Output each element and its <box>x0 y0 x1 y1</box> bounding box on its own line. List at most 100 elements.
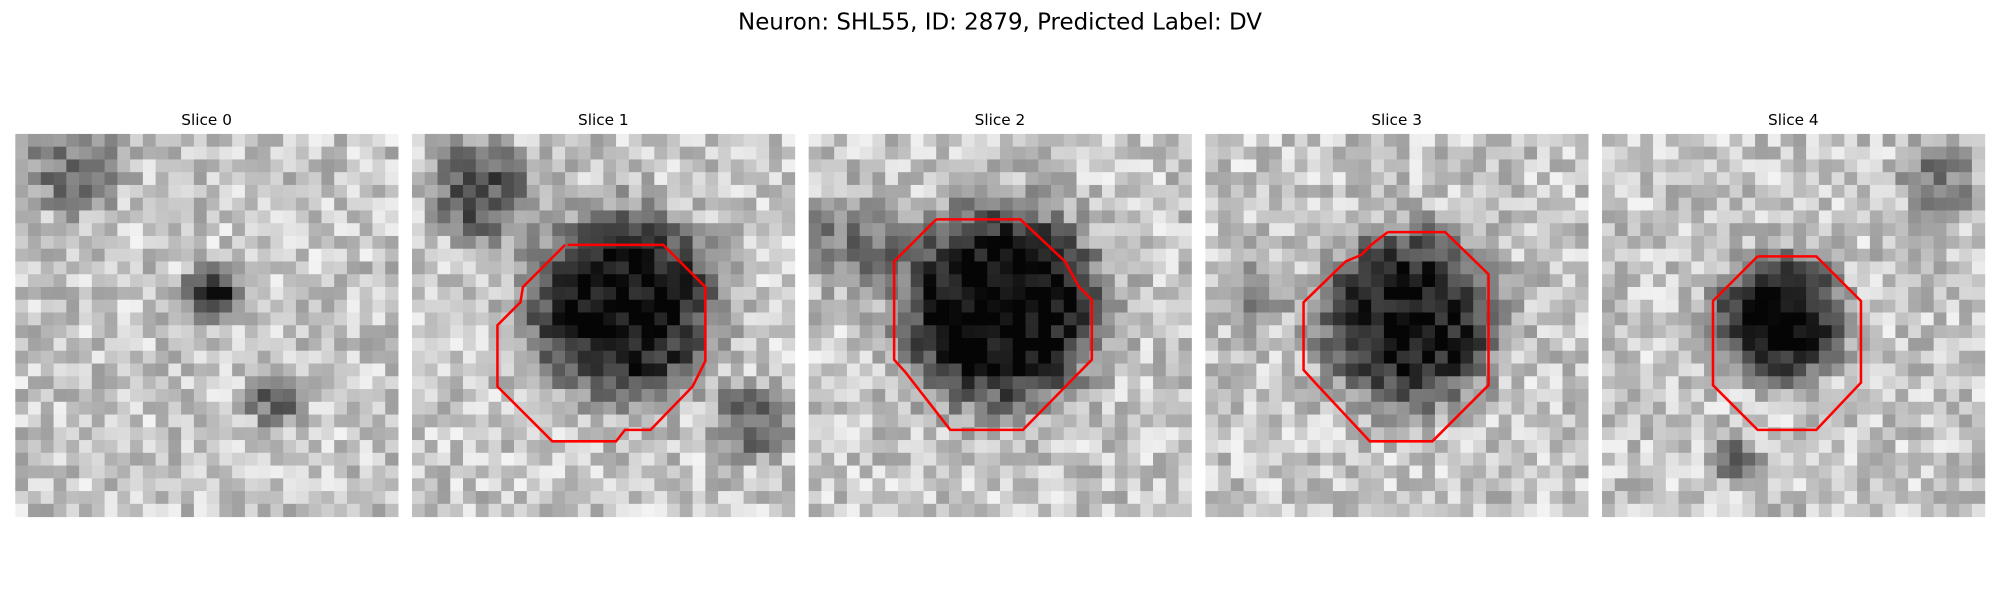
pixel <box>295 172 310 186</box>
pixel <box>1358 363 1372 377</box>
pixel <box>424 299 439 314</box>
pixel <box>1704 452 1718 467</box>
pixel <box>1536 197 1551 211</box>
pixel <box>1857 299 1871 314</box>
pixel <box>936 172 950 186</box>
pixel <box>1755 503 1769 518</box>
pixel <box>821 286 835 301</box>
pixel <box>283 235 297 250</box>
pixel <box>1422 261 1436 275</box>
pixel <box>1447 197 1461 211</box>
pixel <box>897 452 912 467</box>
pixel <box>66 133 80 148</box>
pixel <box>616 440 630 454</box>
pixel <box>1025 197 1039 211</box>
pixel <box>910 503 924 518</box>
pixel <box>1602 184 1616 199</box>
pixel <box>488 325 502 339</box>
pixel <box>1434 452 1449 467</box>
pixel <box>1102 286 1116 301</box>
pixel <box>692 159 706 173</box>
pixel <box>244 465 259 479</box>
pixel <box>1729 172 1743 186</box>
pixel <box>193 452 208 467</box>
pixel <box>244 197 259 211</box>
pixel <box>1434 363 1449 377</box>
pixel <box>1614 159 1629 173</box>
pixel <box>232 401 246 416</box>
pixel <box>1485 146 1500 160</box>
pixel <box>1422 146 1436 160</box>
pixel <box>1205 159 1219 173</box>
pixel <box>437 503 451 518</box>
pixel <box>1755 338 1769 352</box>
pixel <box>450 376 464 390</box>
pixel <box>1678 299 1692 314</box>
pixel <box>1755 223 1769 237</box>
pixel <box>514 172 528 186</box>
pixel <box>1358 427 1372 441</box>
pixel <box>79 503 93 518</box>
pixel <box>1511 503 1525 518</box>
pixel <box>142 325 157 339</box>
pixel <box>616 338 630 352</box>
pixel <box>1806 197 1820 211</box>
pixel <box>1320 503 1334 518</box>
pixel <box>730 452 745 467</box>
pixel <box>463 478 477 492</box>
pixel <box>257 389 271 403</box>
pixel <box>1575 235 1589 250</box>
pixel <box>1971 133 1986 148</box>
pixel <box>936 146 950 160</box>
pixel <box>1473 235 1487 250</box>
pixel <box>1178 465 1192 479</box>
pixel <box>104 350 118 365</box>
pixel <box>1678 376 1692 390</box>
pixel <box>1409 261 1423 275</box>
pixel <box>1831 478 1845 492</box>
pixel <box>1549 223 1563 237</box>
pixel <box>219 503 233 518</box>
pixel <box>79 210 93 224</box>
pixel <box>1882 299 1896 314</box>
pixel <box>846 248 861 262</box>
pixel <box>999 401 1014 416</box>
pixel <box>142 286 157 301</box>
pixel <box>808 478 822 492</box>
pixel <box>846 401 861 416</box>
pixel <box>1971 350 1986 365</box>
pixel <box>411 389 426 403</box>
pixel <box>181 427 195 441</box>
pixel <box>1602 286 1616 301</box>
pixel <box>1114 427 1129 441</box>
pixel <box>1396 503 1410 518</box>
pixel <box>1691 274 1705 288</box>
pixel <box>1332 363 1347 377</box>
pixel <box>463 503 477 518</box>
pixel <box>1971 210 1986 224</box>
pixel <box>1409 350 1423 365</box>
pixel <box>346 197 361 211</box>
pixel <box>603 401 617 416</box>
pixel <box>1780 223 1794 237</box>
pixel <box>1640 325 1654 339</box>
pixel <box>834 376 848 390</box>
figure-content: Neuron: SHL55, ID: 2879, Predicted Label… <box>15 9 1986 518</box>
pixel <box>885 325 899 339</box>
pixel <box>1485 197 1500 211</box>
pixel <box>1971 184 1986 199</box>
pixel <box>1729 478 1743 492</box>
pixel <box>1025 274 1039 288</box>
pixel <box>1422 414 1436 428</box>
pixel <box>1946 338 1960 352</box>
pixel <box>1102 350 1116 365</box>
pixel <box>743 299 757 314</box>
pixel <box>385 363 399 377</box>
pixel <box>1127 363 1141 377</box>
pixel <box>424 414 439 428</box>
pixel <box>936 197 950 211</box>
pixel <box>616 146 630 160</box>
pixel <box>679 503 694 518</box>
pixel <box>1127 338 1141 352</box>
pixel <box>1818 312 1833 326</box>
